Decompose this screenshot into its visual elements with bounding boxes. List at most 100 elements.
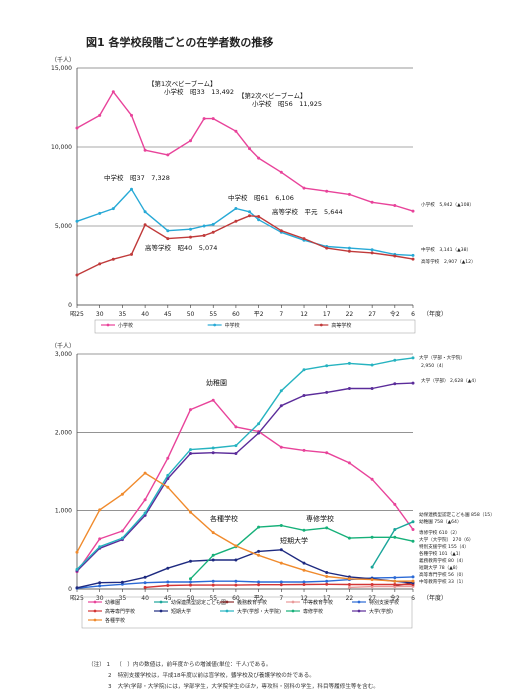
data-point-0-0-17 [393,204,397,207]
data-point-0-0-12 [279,170,283,174]
data-point-1-7-14 [393,382,397,386]
data-point-1-6-6 [211,558,215,562]
legend-marker-1-10 [93,618,97,622]
data-point-1-4-15 [411,575,415,579]
data-point-1-6-2 [120,580,124,584]
legend-label-1-2: 義務教育学校 [237,599,267,606]
end-label-1-7: 特別支援学校 155（4） [419,543,469,550]
data-point-0-2-11 [257,215,261,218]
data-point-0-2-17 [393,254,397,258]
data-point-1-9-10 [302,528,306,532]
data-point-0-0-9 [234,129,238,133]
data-point-1-0-14 [393,502,397,506]
x-unit-label-0: （年度） [423,310,447,318]
data-point-1-5-3 [143,585,147,589]
end-label-1-11: 高等専門学校 56（0） [419,571,466,578]
legend-marker-1-4 [357,600,361,604]
data-point-1-4-8 [257,580,261,584]
data-point-1-8-9 [279,389,283,393]
annotation-0-5: 高等学校 昭40 5,074 [145,243,217,252]
data-point-1-4-3 [143,581,147,585]
y-unit-label-0: （千人） [51,56,75,64]
data-point-1-5-14 [393,583,397,586]
end-label-1-1: 2,950（4） [421,363,446,369]
data-point-1-0-9 [279,445,283,449]
legend-label-0-0: 小学校 [118,322,133,329]
data-point-0-0-3 [130,113,133,117]
end-label-1-9: 義務教育学校 80（4） [419,557,466,564]
data-point-1-6-1 [98,581,102,585]
annotation-1-2: 専修学校 [306,514,334,523]
data-point-1-9-9 [279,524,283,527]
data-point-1-6-10 [302,561,306,565]
data-point-0-2-13 [302,237,306,241]
legend-label-1-4: 特別支援学校 [369,599,399,606]
data-point-1-8-6 [211,446,215,450]
x-tick-label-1-6: 55 [209,595,217,602]
x-tick-label-1-2: 35 [119,595,127,602]
page-title: 図1 各学校段階ごとの在学者数の推移 [86,36,274,49]
x-tick-label-0-3: 40 [141,311,149,318]
legend-label-0-1: 中学校 [225,322,240,329]
data-point-1-9-8 [257,525,261,529]
data-point-0-1-3 [130,187,133,191]
annotation-0-4: 高等学校 平元 5,644 [272,207,343,216]
series-line-1-8 [76,357,414,570]
y-tick-label-1-3: 3,000 [55,351,72,358]
data-point-1-8-1 [98,545,102,549]
data-point-1-5-12 [347,583,351,586]
data-point-1-6-9 [279,548,283,552]
data-point-1-10-3 [143,471,147,475]
data-point-0-2-5 [166,237,170,241]
x-tick-label-0-2: 35 [119,311,127,318]
end-label-1-4: 幼稚園 758（▲64） [419,518,462,525]
data-point-1-8-4 [166,473,170,477]
data-point-1-8-5 [189,448,192,452]
data-point-1-5-7 [234,583,238,587]
data-point-0-1-10 [248,210,251,214]
data-point-1-7-7 [234,452,238,455]
data-point-0-2-6 [189,235,192,239]
data-point-0-1-15 [347,246,351,250]
data-point-1-8-13 [370,363,374,367]
data-point-1-4-6 [211,579,215,583]
data-point-1-6-8 [257,549,261,553]
x-tick-label-1-11: 17 [323,595,331,602]
data-point-1-8-12 [347,361,351,365]
data-point-1-4-7 [234,579,238,583]
data-point-0-2-14 [325,246,329,250]
data-point-0-1-2 [111,207,115,211]
y-tick-label-1-1: 1,000 [55,508,72,515]
x-tick-label-1-7: 60 [232,595,240,602]
data-point-1-0-7 [234,425,238,429]
data-point-1-5-8 [257,583,261,587]
data-point-0-1-0 [75,219,79,223]
series-line-1-0 [76,399,414,573]
data-point-1-0-6 [211,398,215,402]
x-tick-label-0-0: 昭25 [70,311,84,318]
annotation-label-0-1: 【第2次ベビーブーム】 [238,91,307,100]
legend-label-0-2: 高等学校 [331,322,351,329]
data-point-1-10-8 [257,553,261,557]
data-point-0-2-10 [248,214,251,218]
end-label-1-8: 各種学校 101（▲1） [419,550,463,557]
data-point-0-1-9 [234,207,238,210]
data-point-0-2-18 [411,257,415,261]
data-point-1-5-9 [279,583,283,587]
data-point-1-0-1 [98,537,102,541]
data-point-0-0-18 [411,209,415,213]
legend-label-1-0: 幼稚園 [105,599,120,606]
x-tick-label-1-8: 平2 [254,595,264,602]
end-label-1-5: 専修学校 610（2） [419,529,460,536]
data-point-0-0-7 [202,117,206,121]
data-point-1-8-8 [257,422,261,426]
x-tick-label-1-4: 45 [164,595,172,602]
legend-marker-1-2 [225,600,229,604]
data-point-0-2-2 [111,257,115,261]
legend-marker-1-8 [291,609,295,613]
data-point-0-0-2 [111,90,115,94]
series-line-1-1 [371,521,414,568]
data-point-1-7-12 [347,387,351,390]
legend-marker-1-0 [93,600,97,604]
